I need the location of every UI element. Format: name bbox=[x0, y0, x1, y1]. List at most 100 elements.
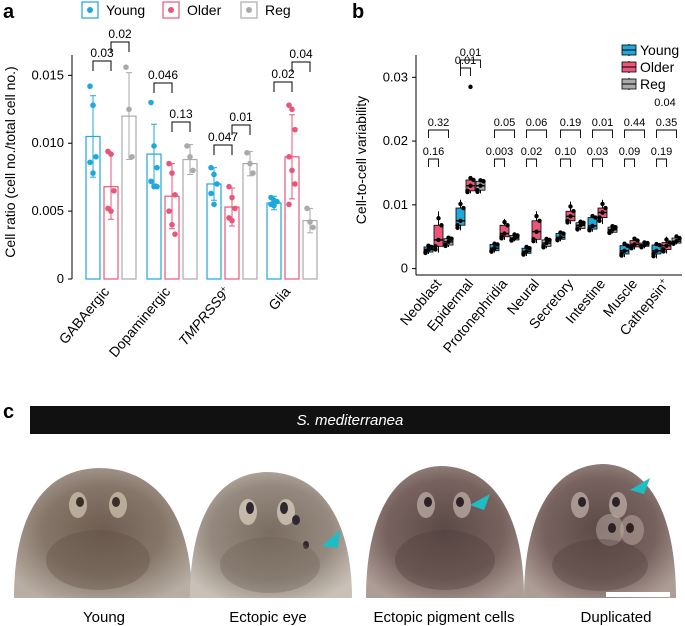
data-point bbox=[541, 245, 546, 250]
data-point bbox=[607, 230, 612, 236]
data-point bbox=[436, 216, 441, 221]
p-value-label: 0.03 bbox=[90, 46, 114, 60]
panel-b-y-ticks: 0 0.01 0.02 0.03 bbox=[383, 69, 416, 276]
significance-bracket bbox=[560, 158, 571, 167]
data-point bbox=[578, 219, 583, 224]
significance-bracket bbox=[494, 158, 505, 167]
y-tick-label: 0.02 bbox=[383, 133, 408, 148]
data-point bbox=[632, 236, 637, 241]
data-point-reg bbox=[307, 219, 313, 225]
box-older bbox=[499, 224, 510, 238]
data-point bbox=[558, 235, 563, 240]
data-point bbox=[575, 227, 580, 232]
data-point bbox=[622, 248, 627, 253]
data-point bbox=[468, 175, 473, 181]
data-point bbox=[619, 253, 624, 258]
data-point-reg bbox=[244, 149, 250, 156]
data-point bbox=[489, 249, 494, 254]
p-value-label: 0.02 bbox=[271, 67, 295, 81]
data-point bbox=[512, 235, 517, 241]
data-point-reg bbox=[129, 154, 135, 160]
p-value-label: 0.44 bbox=[624, 117, 645, 129]
data-point-reg bbox=[304, 205, 310, 212]
data-point-reg bbox=[187, 154, 193, 160]
p-value-label: 0.16 bbox=[423, 146, 444, 158]
significance-bracket bbox=[560, 129, 581, 138]
x-tick-label: GABAergic bbox=[56, 284, 113, 347]
data-point-young bbox=[151, 143, 157, 149]
p-value-label: 0.06 bbox=[526, 117, 547, 129]
data-point-young bbox=[211, 171, 217, 178]
p-value-label: 0.19 bbox=[560, 117, 581, 129]
data-point bbox=[544, 236, 549, 242]
data-point bbox=[565, 220, 570, 225]
data-point bbox=[468, 183, 473, 188]
data-point bbox=[524, 244, 529, 250]
significance-bracket bbox=[624, 158, 635, 167]
data-point-older bbox=[292, 126, 298, 133]
data-point-older bbox=[286, 201, 292, 208]
data-point bbox=[603, 205, 608, 211]
data-point-older bbox=[289, 167, 295, 174]
data-point bbox=[455, 225, 460, 231]
p-value-label: 0.03 bbox=[587, 146, 608, 158]
data-point bbox=[544, 240, 549, 246]
data-point bbox=[458, 218, 463, 223]
panel-b: b Cell-to-cell variability 0 0.01 0.02 0.03… bbox=[352, 1, 682, 356]
p-value-label: 0.19 bbox=[651, 146, 672, 158]
data-point bbox=[436, 237, 441, 243]
data-point bbox=[521, 252, 526, 257]
x-tick-label: Dopaminergic bbox=[106, 284, 174, 360]
data-point bbox=[664, 237, 669, 242]
data-point bbox=[571, 209, 576, 214]
panel-b-x-labels: NeoblastEpidermalProtonephridiaNeuralSec… bbox=[397, 275, 673, 355]
data-point bbox=[639, 245, 644, 250]
p-value-label: 0.04 bbox=[289, 47, 313, 61]
arrowhead-icon bbox=[322, 530, 340, 548]
p-value-label: 0.02 bbox=[521, 146, 542, 158]
data-point bbox=[502, 219, 507, 225]
caption-young: Young bbox=[83, 609, 125, 626]
panel-b-letter: b bbox=[352, 1, 364, 23]
panel-a-points bbox=[87, 64, 316, 237]
data-point-older bbox=[108, 151, 114, 157]
significance-bracket bbox=[494, 129, 515, 138]
data-point-older bbox=[172, 231, 178, 237]
scale-bar bbox=[606, 592, 670, 597]
data-point-older bbox=[169, 170, 175, 176]
data-point bbox=[555, 238, 560, 243]
data-point bbox=[499, 236, 504, 241]
panel-a-brackets: 0.03 0.02 0.046 0.13 0.047 0.01 0.02 0.04 bbox=[90, 27, 313, 155]
significance-bracket bbox=[428, 129, 449, 138]
x-tick-label: Glia bbox=[265, 283, 293, 313]
y-tick-label: 0.03 bbox=[383, 69, 408, 84]
data-point bbox=[632, 242, 637, 247]
data-point-young bbox=[87, 83, 93, 90]
data-point bbox=[568, 214, 573, 219]
data-point-young bbox=[208, 190, 214, 197]
data-point-older bbox=[292, 181, 298, 187]
data-point-older bbox=[166, 208, 172, 214]
data-point-reg bbox=[190, 167, 196, 174]
arrowhead-icon bbox=[630, 478, 650, 494]
data-point bbox=[509, 238, 514, 243]
p-value-label: 0.32 bbox=[428, 117, 449, 129]
data-point-young bbox=[93, 154, 99, 160]
significance-bracket bbox=[592, 158, 603, 167]
data-point-reg bbox=[123, 64, 129, 71]
bar-reg bbox=[242, 163, 258, 280]
data-point bbox=[664, 243, 669, 248]
caption-ectopic-eye: Ectopic eye bbox=[229, 609, 307, 626]
panel-b-boxes bbox=[423, 84, 682, 259]
data-point bbox=[531, 239, 536, 244]
data-point bbox=[492, 241, 497, 246]
data-point bbox=[610, 227, 615, 232]
data-point-young bbox=[271, 202, 277, 209]
data-point bbox=[667, 240, 672, 245]
data-point bbox=[558, 230, 563, 235]
significance-bracket bbox=[460, 59, 481, 68]
data-point-young bbox=[208, 164, 214, 171]
data-point bbox=[505, 223, 510, 228]
y-tick-label: 0 bbox=[401, 261, 408, 276]
